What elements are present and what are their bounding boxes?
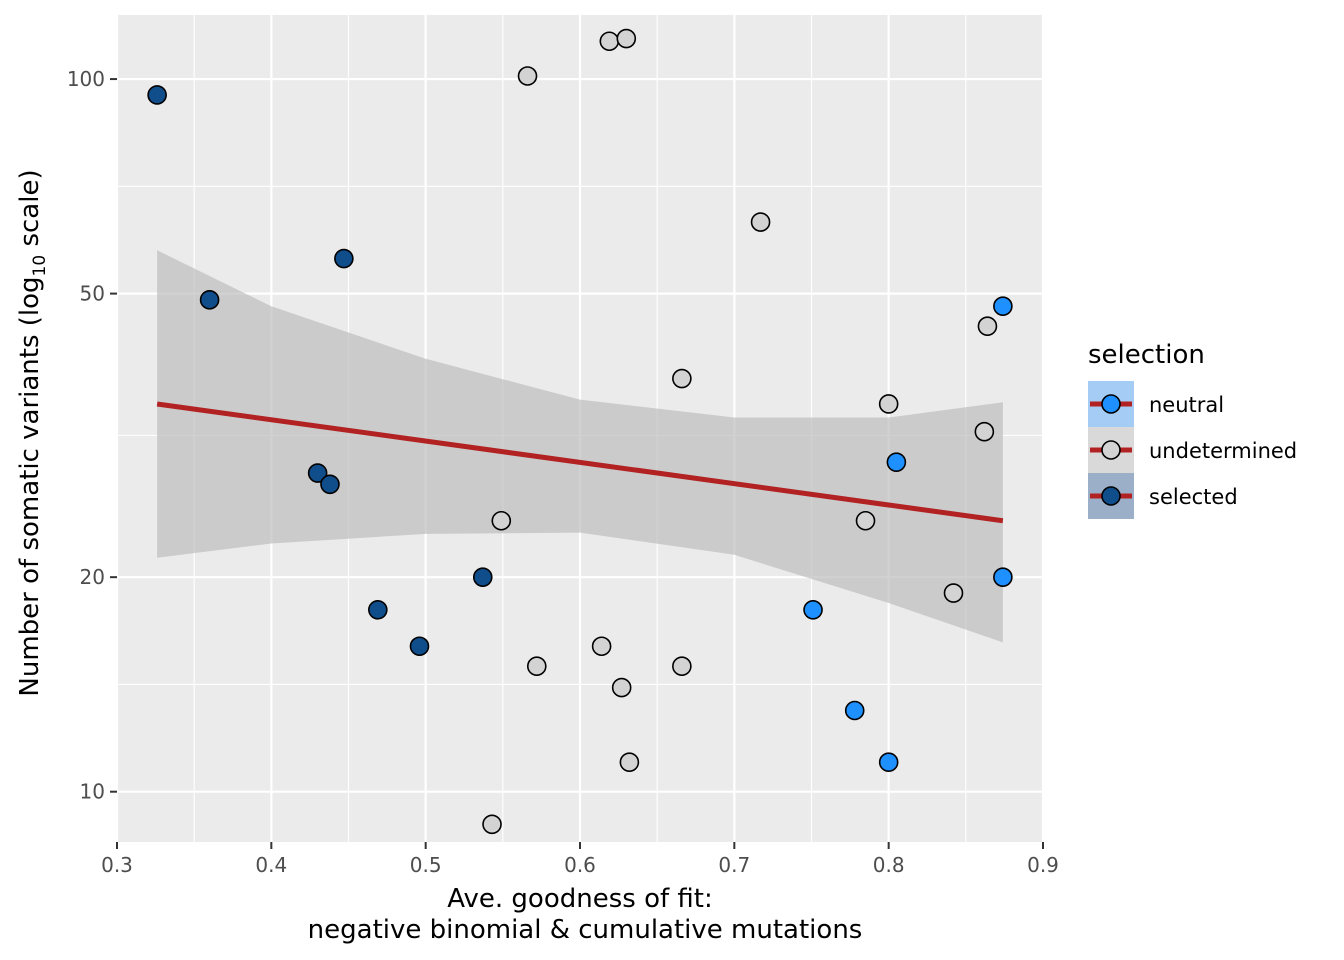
legend: selection neutral undetermined selected: [1088, 340, 1297, 519]
x-tick-label: 0.5: [410, 853, 442, 877]
data-point-undetermined: [611, 677, 632, 698]
data-point-undetermined: [517, 66, 538, 86]
legend-label-undetermined: undetermined: [1149, 439, 1297, 463]
legend-label-neutral: neutral: [1149, 393, 1224, 417]
data-point-undetermined: [526, 656, 547, 677]
y-axis: 10 20 50 100: [67, 67, 117, 804]
x-axis-title-line-2: negative binomial & cumulative mutations: [308, 915, 863, 945]
x-tick-label: 0.9: [1027, 853, 1059, 877]
x-tick-label: 0.8: [873, 853, 905, 877]
confidence-band: [157, 250, 1003, 643]
data-point-undetermined: [672, 368, 692, 389]
x-axis-title-line-1: Ave. goodness of fit:: [447, 884, 712, 914]
data-point-undetermined: [943, 583, 964, 603]
y-axis-title-main: Number of somatic variants (log: [15, 276, 45, 696]
data-point-undetermined: [672, 656, 692, 677]
data-point-undetermined: [977, 316, 998, 337]
data-point-undetermined: [974, 421, 995, 442]
data-point-selected: [320, 474, 340, 495]
y-tick-label: 100: [67, 67, 105, 91]
y-tick-label: 20: [80, 565, 105, 589]
y-tick-label: 10: [80, 780, 105, 804]
x-axis: 0.3 0.4 0.5 0.6 0.7 0.8 0.9: [101, 842, 1059, 877]
data-point-selected: [199, 290, 220, 310]
x-tick-label: 0.3: [101, 853, 133, 877]
x-tick-label: 0.6: [564, 853, 596, 877]
data-point-undetermined: [750, 212, 771, 232]
data-point-neutral: [803, 599, 823, 620]
data-point-undetermined: [616, 28, 637, 49]
legend-key-point-neutral: [1101, 394, 1121, 414]
y-axis-title: Number of somatic variants (log10 scale): [15, 169, 50, 696]
legend-title: selection: [1088, 340, 1205, 370]
legend-key-point-undetermined: [1101, 440, 1121, 460]
data-point-undetermined: [491, 510, 512, 531]
data-point-undetermined: [591, 636, 612, 657]
y-axis-title-tail: scale): [15, 169, 45, 254]
data-point-neutral: [886, 452, 907, 472]
data-point-undetermined: [599, 31, 620, 52]
trend-line: [156, 401, 1004, 524]
data-point-selected: [147, 85, 167, 105]
x-tick-label: 0.7: [718, 853, 750, 877]
y-tick-label: 50: [80, 282, 105, 306]
data-point-undetermined: [619, 752, 640, 773]
data-point-selected: [307, 463, 328, 483]
data-point-undetermined: [482, 814, 502, 835]
y-axis-title-subscript: 10: [30, 255, 50, 277]
data-points-layer: [147, 28, 1013, 835]
confidence-band-layer: [157, 250, 1003, 643]
data-point-undetermined: [878, 394, 899, 414]
data-point-selected: [409, 636, 430, 657]
data-point-neutral: [993, 567, 1013, 587]
trend-line-layer: [156, 401, 1004, 524]
data-point-selected: [368, 599, 388, 620]
x-tick-label: 0.4: [255, 853, 287, 877]
data-point-neutral: [993, 296, 1013, 317]
legend-label-selected: selected: [1149, 485, 1238, 509]
legend-key-point-selected: [1101, 486, 1121, 506]
data-point-selected: [472, 567, 493, 587]
legend-entries: neutral undetermined selected: [1088, 381, 1297, 519]
data-point-undetermined: [855, 510, 876, 531]
data-point-selected: [334, 248, 354, 269]
data-point-neutral: [878, 752, 899, 773]
data-point-neutral: [844, 700, 865, 721]
